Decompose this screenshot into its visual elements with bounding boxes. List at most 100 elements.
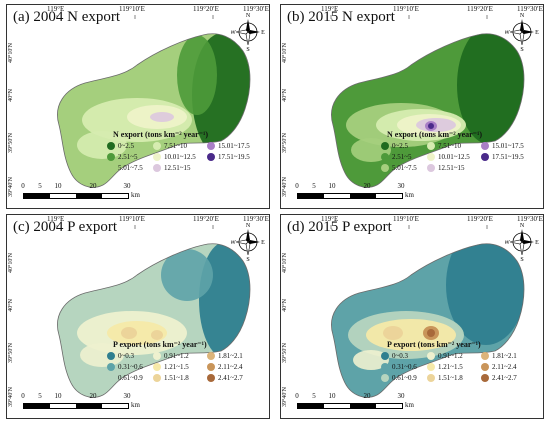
legend-item: 7.51~10 [153, 142, 207, 150]
legend-item: 0.91~1.2 [427, 352, 481, 360]
legend-label: 0.31~0.6 [392, 363, 417, 371]
scale-tick-label: 5 [38, 182, 42, 190]
legend-swatch [427, 164, 435, 172]
legend-label: 1.21~1.5 [164, 363, 189, 371]
legend-item: 1.51~1.8 [427, 374, 481, 382]
longitude-label: 119°E [321, 5, 339, 13]
legend-swatch [153, 153, 161, 161]
compass-rose-icon: N S W E [230, 221, 265, 263]
legend-item: 15.01~17.5 [481, 142, 539, 150]
legend-item: 15.01~17.5 [207, 142, 265, 150]
longitude-label: 119°20′E [467, 215, 493, 223]
compass-rose-icon: N S W E [504, 11, 539, 53]
legend-item: 17.51~19.5 [481, 153, 539, 161]
legend-label: 10.01~12.5 [438, 153, 470, 161]
latitude-label: 40°10′N [282, 43, 288, 64]
longitude-label: 119°E [47, 215, 65, 223]
latitude-label: 39°50′N [8, 343, 14, 364]
scale-unit: km [405, 401, 414, 409]
scale-tick-label: 0 [295, 392, 299, 400]
legend-label: 0.61~0.9 [118, 374, 143, 382]
compass-e: E [535, 240, 539, 246]
scale-tick-label: 0 [295, 182, 299, 190]
scale-tick-label: 30 [123, 392, 131, 400]
legend-item: 17.51~19.5 [207, 153, 265, 161]
compass-n: N [520, 13, 525, 19]
compass-w: W [505, 30, 510, 36]
legend-item: 2.11~2.4 [481, 363, 539, 371]
longitude-label: 119°30′E [243, 215, 269, 223]
legend-item: 12.51~15 [427, 164, 481, 172]
legend-label: 2.11~2.4 [492, 363, 517, 371]
latitude-label: 40°N [282, 89, 288, 102]
scale-bar: 0 5 10 20 30 km [21, 182, 143, 204]
legend-item: 2.11~2.4 [207, 363, 265, 371]
compass-n: N [246, 223, 251, 229]
legend-title: P export (tons km⁻² year⁻¹) [113, 340, 207, 349]
legend-label: 7.51~10 [164, 142, 188, 150]
scale-unit: km [405, 191, 414, 199]
legend-label: 12.51~15 [164, 164, 191, 172]
compass-s: S [520, 47, 523, 51]
longitude-label: 119°E [47, 5, 65, 13]
legend-label: 0.31~0.6 [118, 363, 143, 371]
legend-swatch [107, 164, 115, 172]
longitude-label: 119°30′E [517, 5, 543, 13]
legend-swatch [481, 142, 489, 150]
legend-item: 1.21~1.5 [153, 363, 207, 371]
scale-tick-label: 20 [363, 392, 371, 400]
legend-swatch [107, 142, 115, 150]
legend-label: 2.41~2.7 [218, 374, 243, 382]
legend-title: P export (tons km⁻² year⁻¹) [387, 340, 481, 349]
legend: N export (tons km⁻² year⁻¹) 0~2.5 7.51~1… [107, 130, 269, 172]
legend-swatch [427, 363, 435, 371]
legend-item: 10.01~12.5 [153, 153, 207, 161]
longitude-label: 119°20′E [193, 5, 219, 13]
legend-swatch [207, 153, 215, 161]
legend-swatch [153, 374, 161, 382]
compass-e: E [261, 30, 265, 36]
scale-tick-label: 20 [363, 182, 371, 190]
panel-title: (c) 2004 P export [13, 219, 118, 235]
legend-label: 12.51~15 [438, 164, 465, 172]
legend-label: 7.51~10 [438, 142, 462, 150]
longitude-label: 119°10′E [119, 5, 145, 13]
latitude-label: 40°10′N [8, 253, 14, 274]
latitude-label: 39°50′N [282, 133, 288, 154]
legend-item: 7.51~10 [427, 142, 481, 150]
compass-w: W [231, 30, 236, 36]
region-map [330, 15, 525, 188]
scale-unit: km [131, 191, 140, 199]
compass-rose-icon: N S W E [504, 221, 539, 263]
legend-swatch [107, 153, 115, 161]
legend-item: 0.61~0.9 [107, 374, 153, 382]
legend-label: 15.01~17.5 [492, 142, 524, 150]
legend-label: 15.01~17.5 [218, 142, 250, 150]
latitude-label: 40°N [8, 299, 14, 312]
legend-label: 1.81~2.1 [492, 352, 517, 360]
compass-n: N [246, 13, 251, 19]
legend-item: 10.01~12.5 [427, 153, 481, 161]
legend-item: 0.31~0.6 [381, 363, 427, 371]
legend-item: 5.01~7.5 [381, 164, 427, 172]
latitude-label: 40°N [8, 89, 14, 102]
scale-tick-label: 10 [328, 392, 336, 400]
legend-swatch [107, 363, 115, 371]
legend-swatch [207, 352, 215, 360]
scale-tick-label: 20 [89, 182, 97, 190]
legend-swatch [107, 352, 115, 360]
map-panel-d: (d) 2015 P export 119°E 119°10′E 119°20′E 11… [280, 214, 544, 419]
legend-label: 17.51~19.5 [218, 153, 250, 161]
legend-swatch [207, 142, 215, 150]
legend-label: 0.61~0.9 [392, 374, 417, 382]
legend-label: 1.81~2.1 [218, 352, 243, 360]
legend-label: 17.51~19.5 [492, 153, 524, 161]
latitude-label: 39°40′N [8, 387, 14, 408]
legend-label: 2.41~2.7 [492, 374, 517, 382]
longitude-label: 119°20′E [193, 215, 219, 223]
legend-swatch [153, 363, 161, 371]
legend-swatch [427, 153, 435, 161]
longitude-label: 119°10′E [393, 5, 419, 13]
compass-e: E [535, 30, 539, 36]
legend-item: 1.51~1.8 [153, 374, 207, 382]
